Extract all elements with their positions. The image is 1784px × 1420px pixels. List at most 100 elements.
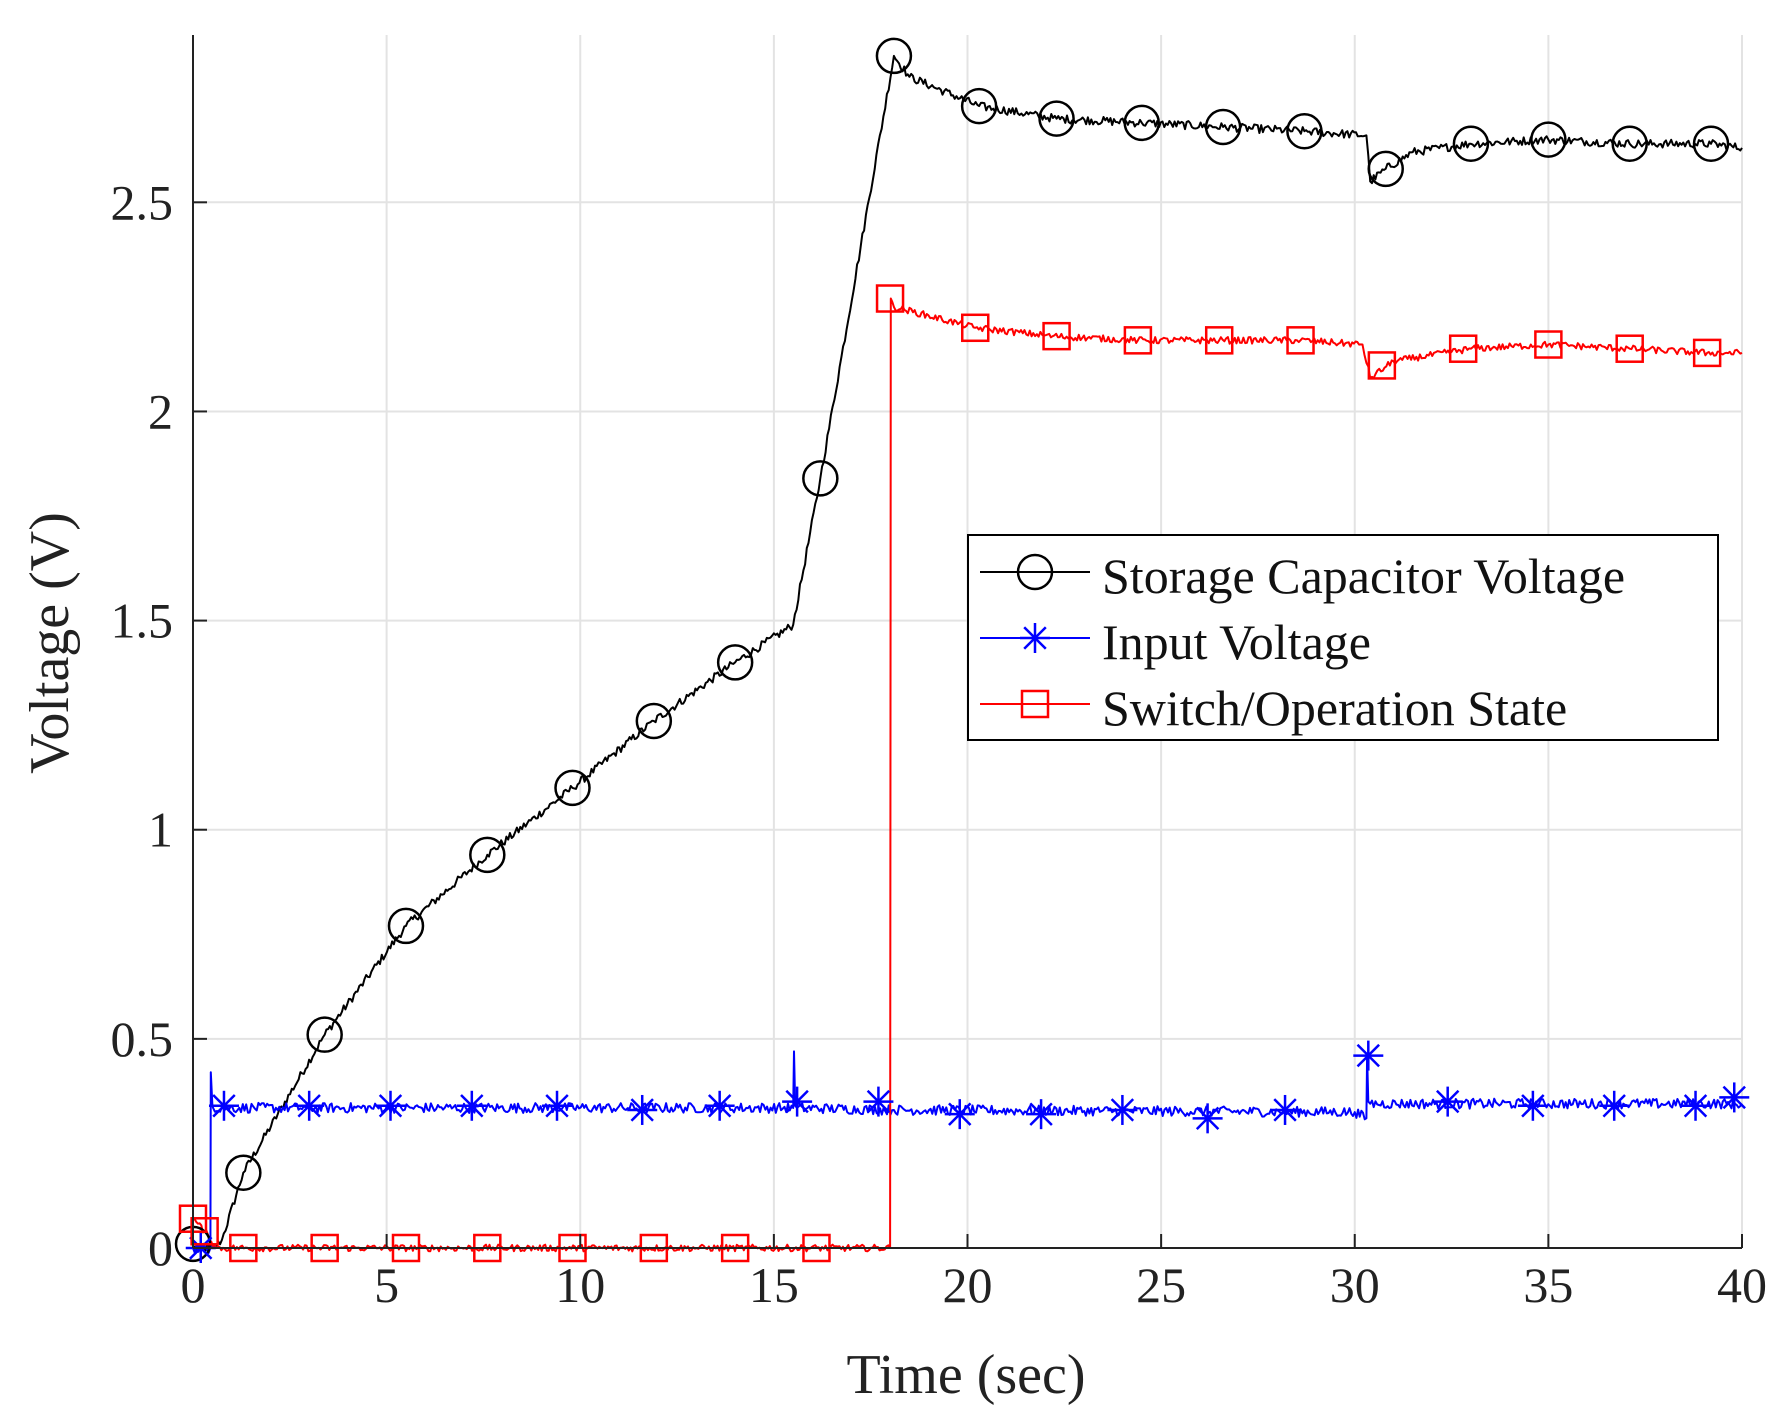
data-point-storage-capacitor-voltage: [1611, 125, 1648, 163]
data-point-input-voltage: [1719, 1082, 1750, 1113]
x-tick-label: 5: [374, 1257, 399, 1313]
marker-square-shape: [1020, 689, 1050, 719]
legend-marker-input-voltage: [1020, 623, 1050, 653]
data-point-input-voltage: [208, 1090, 239, 1121]
data-point-switch-operation-state: [1042, 321, 1071, 351]
data-point-storage-capacitor-voltage: [1367, 150, 1404, 188]
axes: [192, 35, 1743, 1249]
tick-labels: 0 5 10 15 20 25 30 35 40 0 0.5 1 1.5 2 2.5: [111, 174, 1768, 1313]
marker-circle-shape: [1611, 125, 1648, 163]
data-point-input-voltage: [456, 1090, 487, 1121]
marker-square-shape: [960, 313, 990, 343]
marker-circle-shape: [554, 769, 591, 807]
legend-box: [967, 534, 1719, 741]
y-tick-label: 0.5: [111, 1011, 174, 1067]
marker-asterisk-stroke: [1436, 1089, 1460, 1114]
data-point-input-voltage: [1517, 1090, 1548, 1121]
data-point-switch-operation-state: [1123, 326, 1153, 355]
data-point-storage-capacitor-voltage: [635, 702, 673, 740]
data-point-input-voltage: [782, 1086, 813, 1117]
data-point-input-voltage: [1192, 1103, 1223, 1134]
marker-circle-shape: [1530, 121, 1567, 158]
marker-asterisk-stroke: [707, 1094, 732, 1118]
data-point-storage-capacitor-voltage: [960, 87, 998, 125]
marker-circle-shape: [1367, 150, 1404, 188]
data-point-switch-operation-state: [1692, 338, 1722, 368]
series-line-storage-capacitor-voltage: [192, 54, 1743, 1252]
data-point-storage-capacitor-voltage: [306, 1016, 343, 1053]
data-point-storage-capacitor-voltage: [469, 836, 506, 874]
marker-square-shape: [1123, 326, 1153, 355]
y-tick-label: 2: [148, 383, 173, 439]
legend-label-input-voltage: Input Voltage: [1102, 614, 1371, 670]
data-point-switch-operation-state: [1286, 326, 1315, 355]
data-point-storage-capacitor-voltage: [1452, 125, 1490, 163]
marker-circle-shape: [875, 37, 913, 75]
series-line-input-voltage: [192, 1050, 1743, 1254]
marker-asterisk-stroke: [460, 1094, 484, 1118]
data-point-input-voltage: [944, 1099, 975, 1130]
data-point-switch-operation-state: [1367, 351, 1397, 380]
x-tick-label: 0: [181, 1257, 206, 1313]
y-tick-label: 2.5: [111, 174, 174, 230]
y-axis-title: Voltage (V): [19, 512, 81, 774]
data-point-input-voltage: [1107, 1094, 1138, 1125]
marker-circle-shape: [469, 836, 506, 874]
marker-asterisk-stroke: [1029, 1102, 1053, 1126]
data-point-input-voltage: [1353, 1040, 1384, 1071]
data-point-storage-capacitor-voltage: [225, 1154, 262, 1191]
data-point-input-voltage: [1432, 1086, 1463, 1117]
marker-asterisk-stroke: [1683, 1094, 1708, 1118]
data-point-input-voltage: [1270, 1094, 1301, 1125]
x-tick-label: 40: [1717, 1257, 1767, 1313]
marker-circle-shape: [635, 702, 673, 740]
data-point-storage-capacitor-voltage: [1038, 100, 1075, 137]
data-point-storage-capacitor-voltage: [1286, 112, 1323, 150]
marker-square-shape: [190, 1217, 219, 1246]
data-point-storage-capacitor-voltage: [875, 37, 913, 75]
data-point-switch-operation-state: [875, 284, 905, 313]
data-point-switch-operation-state: [1615, 334, 1644, 363]
y-tick-label: 1.5: [111, 593, 174, 649]
legend-marker-switch-operation-state: [1020, 689, 1050, 719]
legend-label-switch-operation-state: Switch/Operation State: [1102, 680, 1567, 736]
data-point-switch-operation-state: [1204, 326, 1234, 355]
marker-circle-shape: [306, 1016, 343, 1053]
legend: Storage Capacitor Voltage Input Voltage …: [967, 534, 1719, 741]
marker-circle-shape: [1038, 100, 1075, 137]
marker-asterisk-stroke: [1722, 1085, 1746, 1110]
marker-circle-shape: [1123, 104, 1161, 142]
data-point-input-voltage: [704, 1090, 735, 1121]
data-point-storage-capacitor-voltage: [387, 907, 425, 945]
marker-square-shape: [1042, 321, 1071, 351]
marker-asterisk-stroke: [212, 1094, 236, 1118]
marker-square-shape: [1692, 338, 1722, 368]
x-tick-label: 30: [1330, 1257, 1380, 1313]
legend-label-storage-capacitor-voltage: Storage Capacitor Voltage: [1102, 548, 1625, 604]
marker-square-shape: [1534, 330, 1563, 359]
data-point-input-voltage: [627, 1094, 658, 1125]
y-tick-label: 1: [148, 802, 173, 858]
marker-asterisk-stroke: [1195, 1106, 1220, 1131]
marker-circle-shape: [1286, 112, 1323, 150]
marker-asterisk-stroke: [297, 1094, 321, 1118]
data-point-input-voltage: [375, 1090, 406, 1121]
marker-circle-shape: [716, 644, 754, 681]
data-point-input-voltage: [1026, 1099, 1057, 1130]
marker-square-shape: [1286, 326, 1315, 355]
marker-circle-shape: [225, 1154, 262, 1191]
data-point-input-voltage: [863, 1086, 894, 1117]
marker-asterisk-stroke: [1602, 1094, 1626, 1118]
y-tick-label: 0: [148, 1220, 173, 1276]
data-point-storage-capacitor-voltage: [554, 769, 591, 807]
marker-square-shape: [875, 284, 905, 313]
marker-circle-shape: [1692, 125, 1730, 163]
data-point-switch-operation-state: [1534, 330, 1563, 359]
marker-circle-shape: [1016, 553, 1054, 591]
marker-asterisk-stroke: [378, 1094, 403, 1118]
marker-asterisk-stroke: [866, 1089, 891, 1114]
marker-asterisk-stroke: [1110, 1098, 1135, 1122]
x-tick-label: 10: [555, 1257, 605, 1313]
data-point-input-voltage: [542, 1090, 573, 1121]
